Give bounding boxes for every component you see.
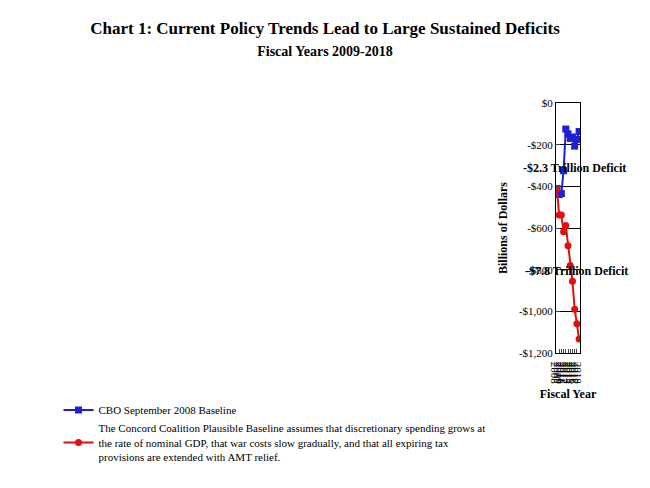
svg-text:Billions of Dollars: Billions of Dollars (496, 182, 510, 274)
svg-text:-$7.8 Trillion Deficit: -$7.8 Trillion Deficit (525, 264, 628, 278)
svg-text:2016: 2016 (567, 362, 579, 385)
svg-text:The Concord Coalition Plausibl: The Concord Coalition Plausible Baseline… (99, 422, 486, 463)
svg-text:-$1,200: -$1,200 (519, 347, 553, 359)
svg-text:CBO September 2008 Baseline: CBO September 2008 Baseline (99, 404, 237, 416)
svg-text:2010: 2010 (554, 362, 566, 385)
svg-text:-$2.3 Trillion Deficit: -$2.3 Trillion Deficit (523, 161, 626, 175)
svg-text:2014: 2014 (563, 362, 575, 385)
svg-text:-$400: -$400 (527, 180, 553, 192)
svg-text:2009: 2009 (552, 362, 564, 385)
svg-text:-$1,000: -$1,000 (519, 305, 553, 317)
svg-text:2013: 2013 (561, 362, 573, 385)
svg-text:Chart 1: Current Policy Trends: Chart 1: Current Policy Trends Lead to L… (90, 19, 560, 59)
svg-text:-$800: -$800 (527, 264, 553, 276)
svg-text:2017: 2017 (569, 362, 581, 385)
svg-text:-$200: -$200 (527, 139, 553, 151)
svg-text:2018: 2018 (572, 362, 584, 385)
svg-text:Fiscal Year: Fiscal Year (540, 387, 597, 401)
svg-text:2011: 2011 (556, 362, 568, 384)
svg-text:2008: 2008 (549, 362, 561, 385)
svg-text:$0: $0 (542, 97, 554, 109)
svg-text:2012: 2012 (558, 362, 570, 384)
svg-text:-$600: -$600 (527, 222, 553, 234)
svg-text:2015: 2015 (565, 362, 577, 385)
